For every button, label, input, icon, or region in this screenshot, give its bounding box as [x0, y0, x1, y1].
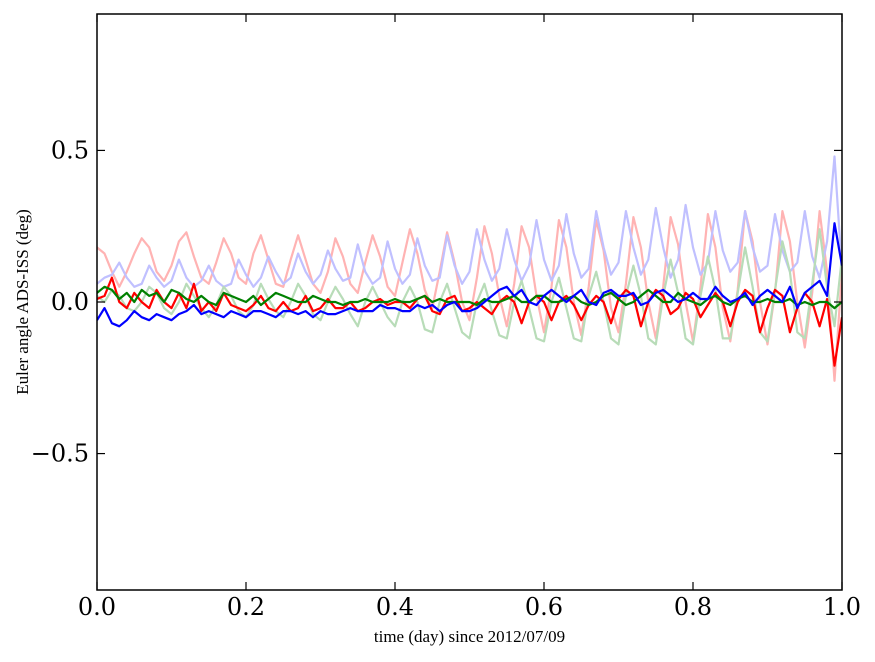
x-tick-label: 0.6: [525, 593, 563, 621]
series-line-5: [97, 285, 842, 310]
x-tick-label: 1.0: [823, 593, 861, 621]
y-axis-label: Euler angle ADS-ISS (deg): [13, 209, 32, 395]
series-line-2: [97, 155, 842, 288]
x-tick-label: 0.0: [78, 593, 116, 621]
series-line-6: [97, 222, 842, 328]
x-tick-label: 0.4: [376, 593, 414, 621]
x-tick-label: 0.8: [674, 593, 712, 621]
x-axis-label: time (day) since 2012/07/09: [374, 627, 565, 646]
y-tick-label: 0.0: [51, 288, 89, 316]
y-tick-label: 0.5: [51, 136, 89, 164]
series-layer: [97, 155, 842, 382]
x-tick-label: 0.2: [227, 593, 265, 621]
tick-layer: 0.0 0.2 0.4 0.6 0.8 1.0 −0.5 0.0 0.5: [31, 14, 861, 621]
series-line-1: [97, 210, 842, 382]
series-line-3: [97, 228, 842, 346]
y-tick-label: −0.5: [31, 440, 89, 468]
